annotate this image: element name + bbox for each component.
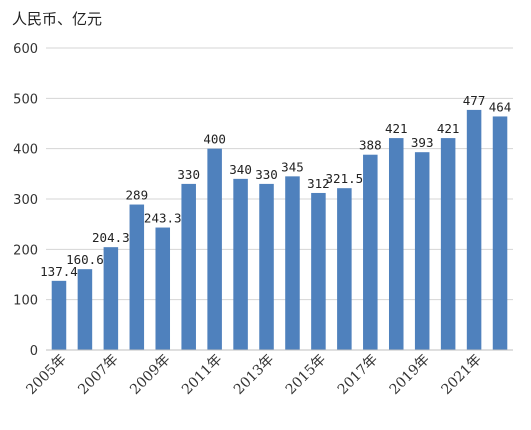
x-tick-label: 2015年	[283, 352, 329, 398]
x-tick-label: 2013年	[231, 352, 277, 398]
value-label: 421	[437, 121, 460, 136]
bar	[181, 183, 196, 350]
bar	[466, 109, 482, 350]
bar	[233, 178, 248, 350]
value-label: 421	[385, 121, 408, 136]
value-label: 204.3	[92, 230, 130, 245]
bar	[363, 154, 378, 350]
bar	[103, 247, 119, 350]
value-label: 388	[359, 138, 382, 153]
bar	[337, 188, 352, 350]
y-axis-ticks: 0 100 200 300 400 500 600	[13, 42, 38, 359]
bar	[285, 176, 300, 350]
bars	[51, 109, 508, 350]
y-axis-unit-label: 人民币、亿元	[12, 10, 103, 28]
value-label: 243.3	[144, 211, 182, 226]
bar	[51, 280, 67, 350]
value-label: 330	[255, 167, 278, 182]
value-label: 477	[463, 93, 486, 108]
y-tick-label: 0	[30, 344, 38, 359]
value-label: 464	[489, 99, 512, 114]
bar	[388, 138, 404, 350]
bar	[77, 269, 93, 350]
bar	[155, 227, 171, 350]
y-tick-label: 300	[13, 193, 38, 208]
y-tick-label: 100	[13, 294, 38, 309]
y-tick-label: 500	[13, 92, 38, 107]
x-tick-label: 2007年	[75, 352, 121, 398]
x-tick-label: 2019年	[387, 352, 433, 398]
bar	[129, 204, 145, 350]
x-tick-label: 2009年	[127, 352, 173, 398]
value-label: 321.5	[326, 171, 364, 186]
bar	[259, 183, 274, 350]
value-label: 160.6	[66, 252, 104, 267]
value-label: 330	[177, 167, 200, 182]
y-tick-label: 200	[13, 243, 38, 258]
x-tick-label: 2011年	[179, 352, 225, 398]
bar	[207, 148, 222, 350]
bar	[492, 116, 508, 350]
x-tick-label: 2017年	[335, 352, 381, 398]
value-label: 393	[411, 135, 434, 150]
value-label: 400	[203, 132, 226, 147]
value-label: 345	[281, 159, 304, 174]
value-label: 312	[307, 176, 330, 191]
value-label: 289	[126, 188, 149, 203]
bar	[414, 152, 430, 350]
bar	[311, 192, 326, 350]
y-tick-label: 400	[13, 143, 38, 158]
x-tick-label: 2021年	[438, 352, 484, 398]
y-tick-label: 600	[13, 42, 38, 57]
value-label: 137.4	[40, 264, 78, 279]
x-axis-ticks: 2005年 2007年 2009年 2011年 2013年 2015年 2017年 2019年…	[23, 352, 485, 398]
bar	[440, 138, 456, 350]
value-label: 340	[229, 162, 252, 177]
